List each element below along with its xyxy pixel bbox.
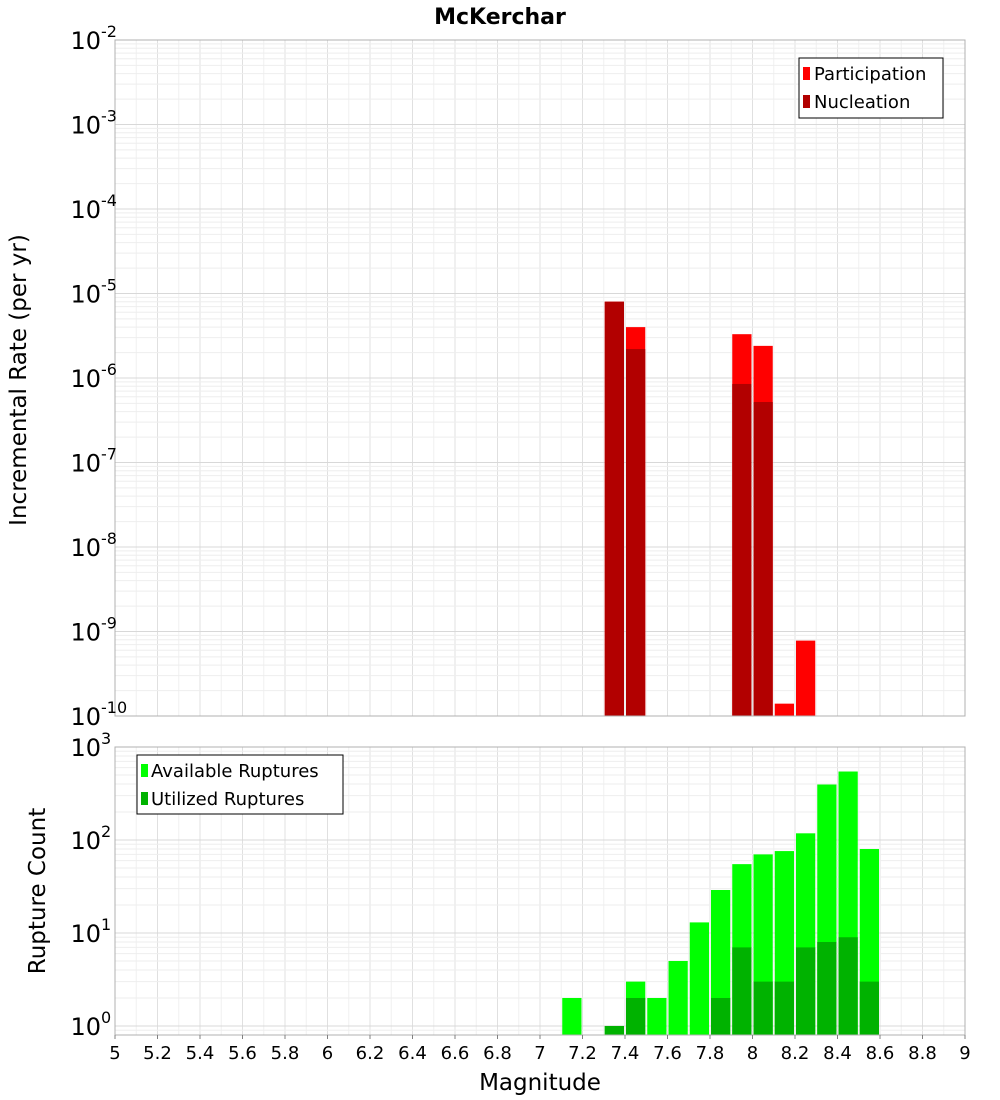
top-y-tick-base: 10 [70, 365, 101, 393]
bottom-bar-b [796, 947, 816, 1035]
top-legend-box [798, 57, 944, 119]
x-tick-label: 7.8 [696, 1043, 725, 1064]
bottom-y-axis-label: Rupture Count [25, 808, 51, 974]
top-y-tick-exponent: -7 [101, 445, 117, 464]
bottom-plot-bars [562, 771, 879, 1035]
bottom-y-tick-base: 10 [70, 734, 101, 762]
bottom-bar-b [859, 981, 879, 1035]
x-tick-label: 7.4 [611, 1043, 640, 1064]
bottom-bar-b [626, 997, 646, 1035]
x-tick-label: 6.2 [356, 1043, 385, 1064]
top-bar-b [604, 301, 624, 716]
bottom-bar-a [647, 997, 667, 1035]
x-tick-label: 5.4 [186, 1043, 215, 1064]
x-tick-label: 6.6 [441, 1043, 470, 1064]
top-y-tick-base: 10 [70, 450, 101, 478]
top-plot-bars [604, 301, 816, 716]
top-bar-a [796, 640, 816, 716]
x-tick-label: 9 [959, 1043, 970, 1064]
bottom-bar-b [711, 997, 731, 1035]
x-tick-label: 7.2 [568, 1043, 597, 1064]
bottom-legend: Available Ruptures Utilized Ruptures [136, 754, 344, 815]
x-tick-label: 8.6 [866, 1043, 895, 1064]
top-y-tick-exponent: -5 [101, 276, 117, 295]
legend-swatch-participation [803, 67, 810, 80]
bottom-y-tick-exponent: 2 [101, 822, 111, 841]
legend-label-participation: Participation [814, 64, 926, 85]
bottom-bar-b [774, 981, 794, 1035]
top-bar-b [626, 349, 646, 716]
top-y-tick-base: 10 [70, 703, 101, 731]
x-tick-label: 5.6 [228, 1043, 257, 1064]
bottom-bar-a [562, 997, 582, 1035]
bottom-y-tick-base: 10 [70, 1013, 101, 1041]
bottom-bar-b [732, 947, 752, 1035]
x-tick-label: 5.2 [143, 1043, 172, 1064]
x-tick-label: 8.2 [781, 1043, 810, 1064]
x-tick-label: 8.4 [823, 1043, 852, 1064]
x-tick-label: 5.8 [271, 1043, 300, 1064]
top-plot-frame [114, 39, 966, 717]
top-y-tick-base: 10 [70, 27, 101, 55]
top-y-tick-exponent: -8 [101, 529, 117, 548]
legend-label-available: Available Ruptures [151, 761, 319, 782]
x-tick-label: 8.8 [908, 1043, 937, 1064]
x-ticks: 5 5.2 5.4 5.6 5.8 6 6.2 6.4 6.6 6.8 7 7.2 7.4 7.6 7.8 8… [109, 1035, 971, 1064]
legend-label-utilized: Utilized Ruptures [151, 789, 304, 810]
top-y-tick-base: 10 [70, 196, 101, 224]
bottom-bar-b [753, 981, 773, 1035]
bottom-y-tick-base: 10 [70, 920, 101, 948]
legend-swatch-nucleation [803, 95, 810, 108]
top-bar-b [753, 401, 773, 716]
legend-swatch-utilized [141, 792, 148, 805]
top-y-ticks: 10-210-310-410-510-610-710-810-910-10 [70, 22, 127, 731]
x-axis-label: Magnitude [479, 1070, 601, 1096]
bottom-legend-box [136, 754, 344, 815]
top-y-tick-exponent: -2 [101, 22, 117, 41]
chart-title: McKerchar [434, 5, 566, 30]
bottom-bar-a [668, 960, 688, 1035]
legend-label-nucleation: Nucleation [814, 92, 910, 113]
legend-swatch-available [141, 764, 148, 777]
x-tick-label: 7.6 [653, 1043, 682, 1064]
top-y-tick-exponent: -10 [101, 698, 127, 717]
x-tick-label: 6.4 [398, 1043, 427, 1064]
top-y-tick-exponent: -3 [101, 107, 117, 126]
top-y-tick-base: 10 [70, 112, 101, 140]
top-bar-b [732, 383, 752, 716]
top-y-tick-exponent: -6 [101, 360, 117, 379]
top-y-tick-base: 10 [70, 534, 101, 562]
x-tick-label: 7 [534, 1043, 545, 1064]
x-tick-label: 6.8 [483, 1043, 512, 1064]
bottom-y-tick-exponent: 1 [101, 915, 111, 934]
bottom-bar-b [838, 937, 858, 1035]
bottom-bar-b [604, 1025, 624, 1035]
bottom-bar-a [689, 922, 709, 1035]
top-bar-a [774, 703, 794, 716]
x-tick-label: 5 [109, 1043, 120, 1064]
top-y-axis-label: Incremental Rate (per yr) [6, 234, 32, 526]
top-y-tick-base: 10 [70, 281, 101, 309]
top-y-tick-exponent: -9 [101, 614, 117, 633]
top-plot-grid [114, 39, 966, 717]
top-y-tick-base: 10 [70, 619, 101, 647]
bottom-y-tick-base: 10 [70, 827, 101, 855]
bottom-y-tick-exponent: 0 [101, 1008, 111, 1027]
bottom-bar-b [817, 942, 837, 1035]
x-tick-label: 8 [747, 1043, 758, 1064]
top-legend: Participation Nucleation [798, 57, 944, 119]
bottom-y-tick-exponent: 3 [101, 729, 111, 748]
top-y-tick-exponent: -4 [101, 191, 117, 210]
x-tick-label: 6 [322, 1043, 333, 1064]
